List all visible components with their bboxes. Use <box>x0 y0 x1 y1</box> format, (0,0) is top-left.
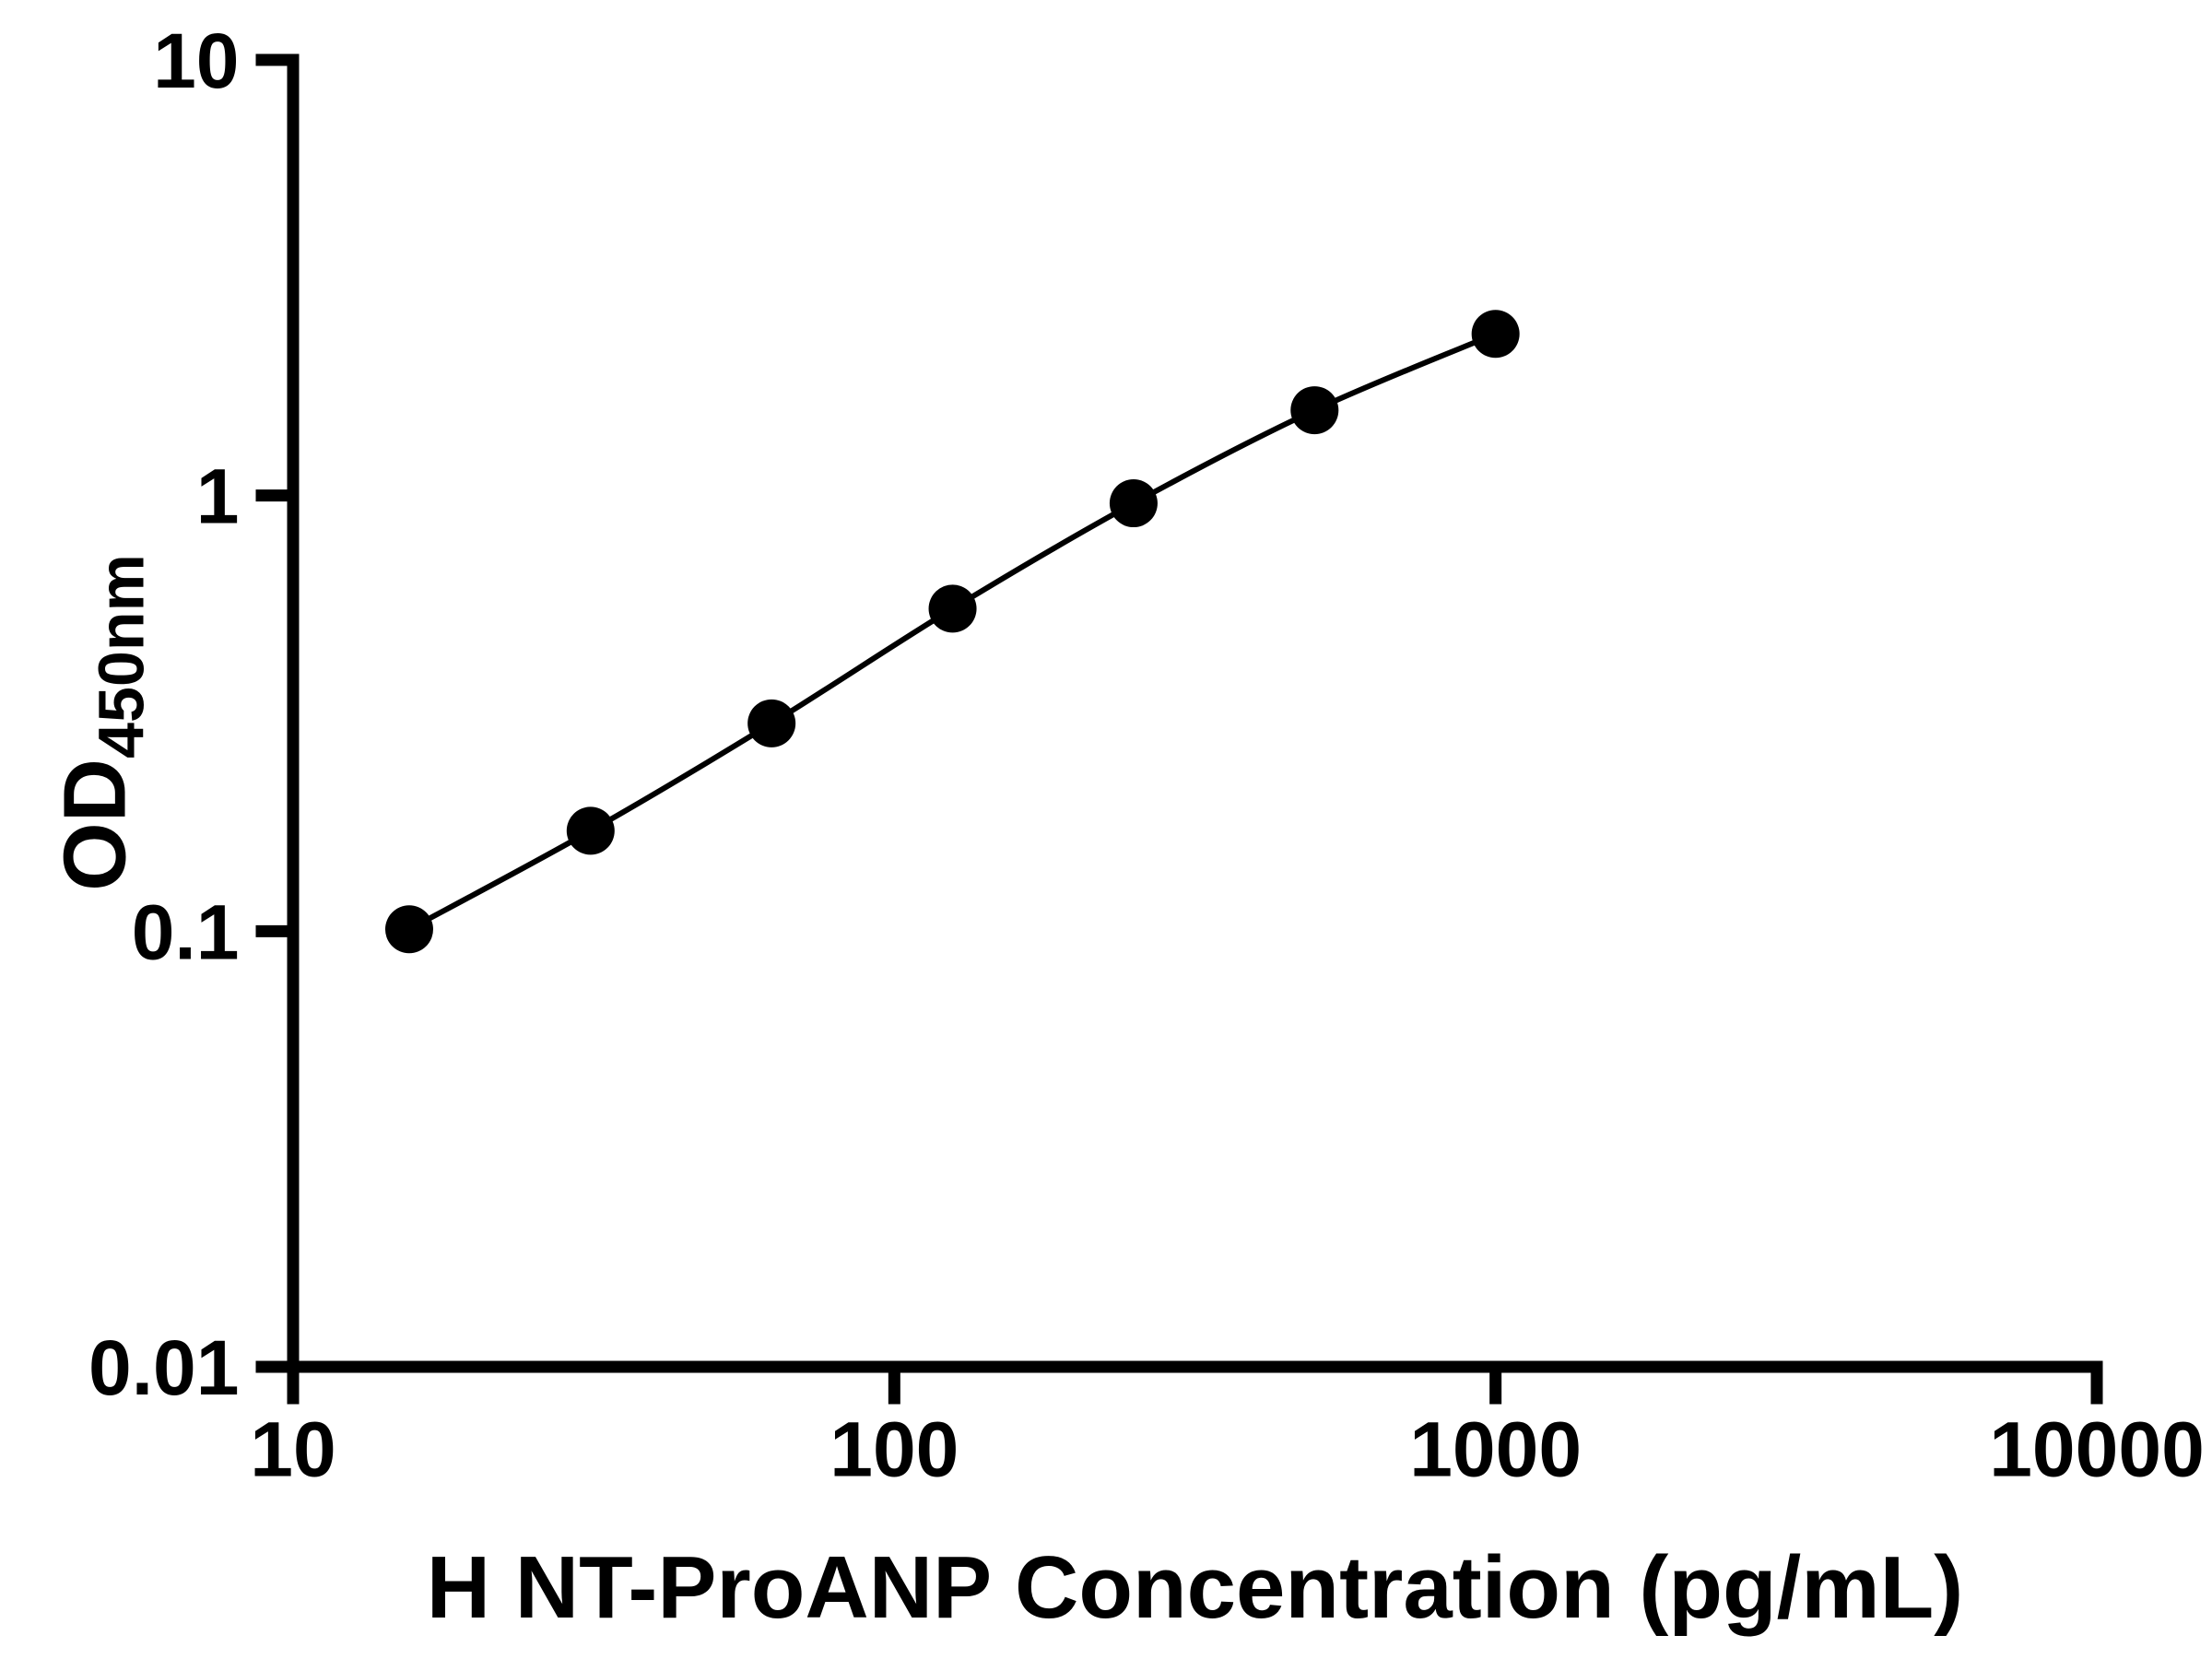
x-tick-label: 1000 <box>1409 1406 1582 1493</box>
y-tick-label: 1 <box>196 453 240 540</box>
data-point <box>1290 386 1339 435</box>
x-tick-label: 100 <box>830 1406 959 1493</box>
x-tick-label: 10 <box>250 1406 335 1493</box>
y-tick-label: 0.01 <box>88 1324 240 1411</box>
data-point <box>747 699 796 747</box>
y-axis-title-subscript: 450nm <box>85 554 158 759</box>
y-axis-title-main: OD <box>45 758 145 891</box>
data-point <box>384 905 433 954</box>
x-axis-title: H NT-ProANP Concentration (pg/mL) <box>426 1538 1964 1637</box>
data-point <box>1109 479 1158 528</box>
data-point <box>566 806 615 855</box>
x-tick-label: 10000 <box>1989 1406 2205 1493</box>
y-axis-title: OD450nm <box>44 554 158 891</box>
data-point <box>928 584 977 633</box>
y-tick-label: 0.1 <box>132 888 240 975</box>
y-tick-label: 10 <box>153 18 239 104</box>
data-point <box>1471 310 1520 359</box>
